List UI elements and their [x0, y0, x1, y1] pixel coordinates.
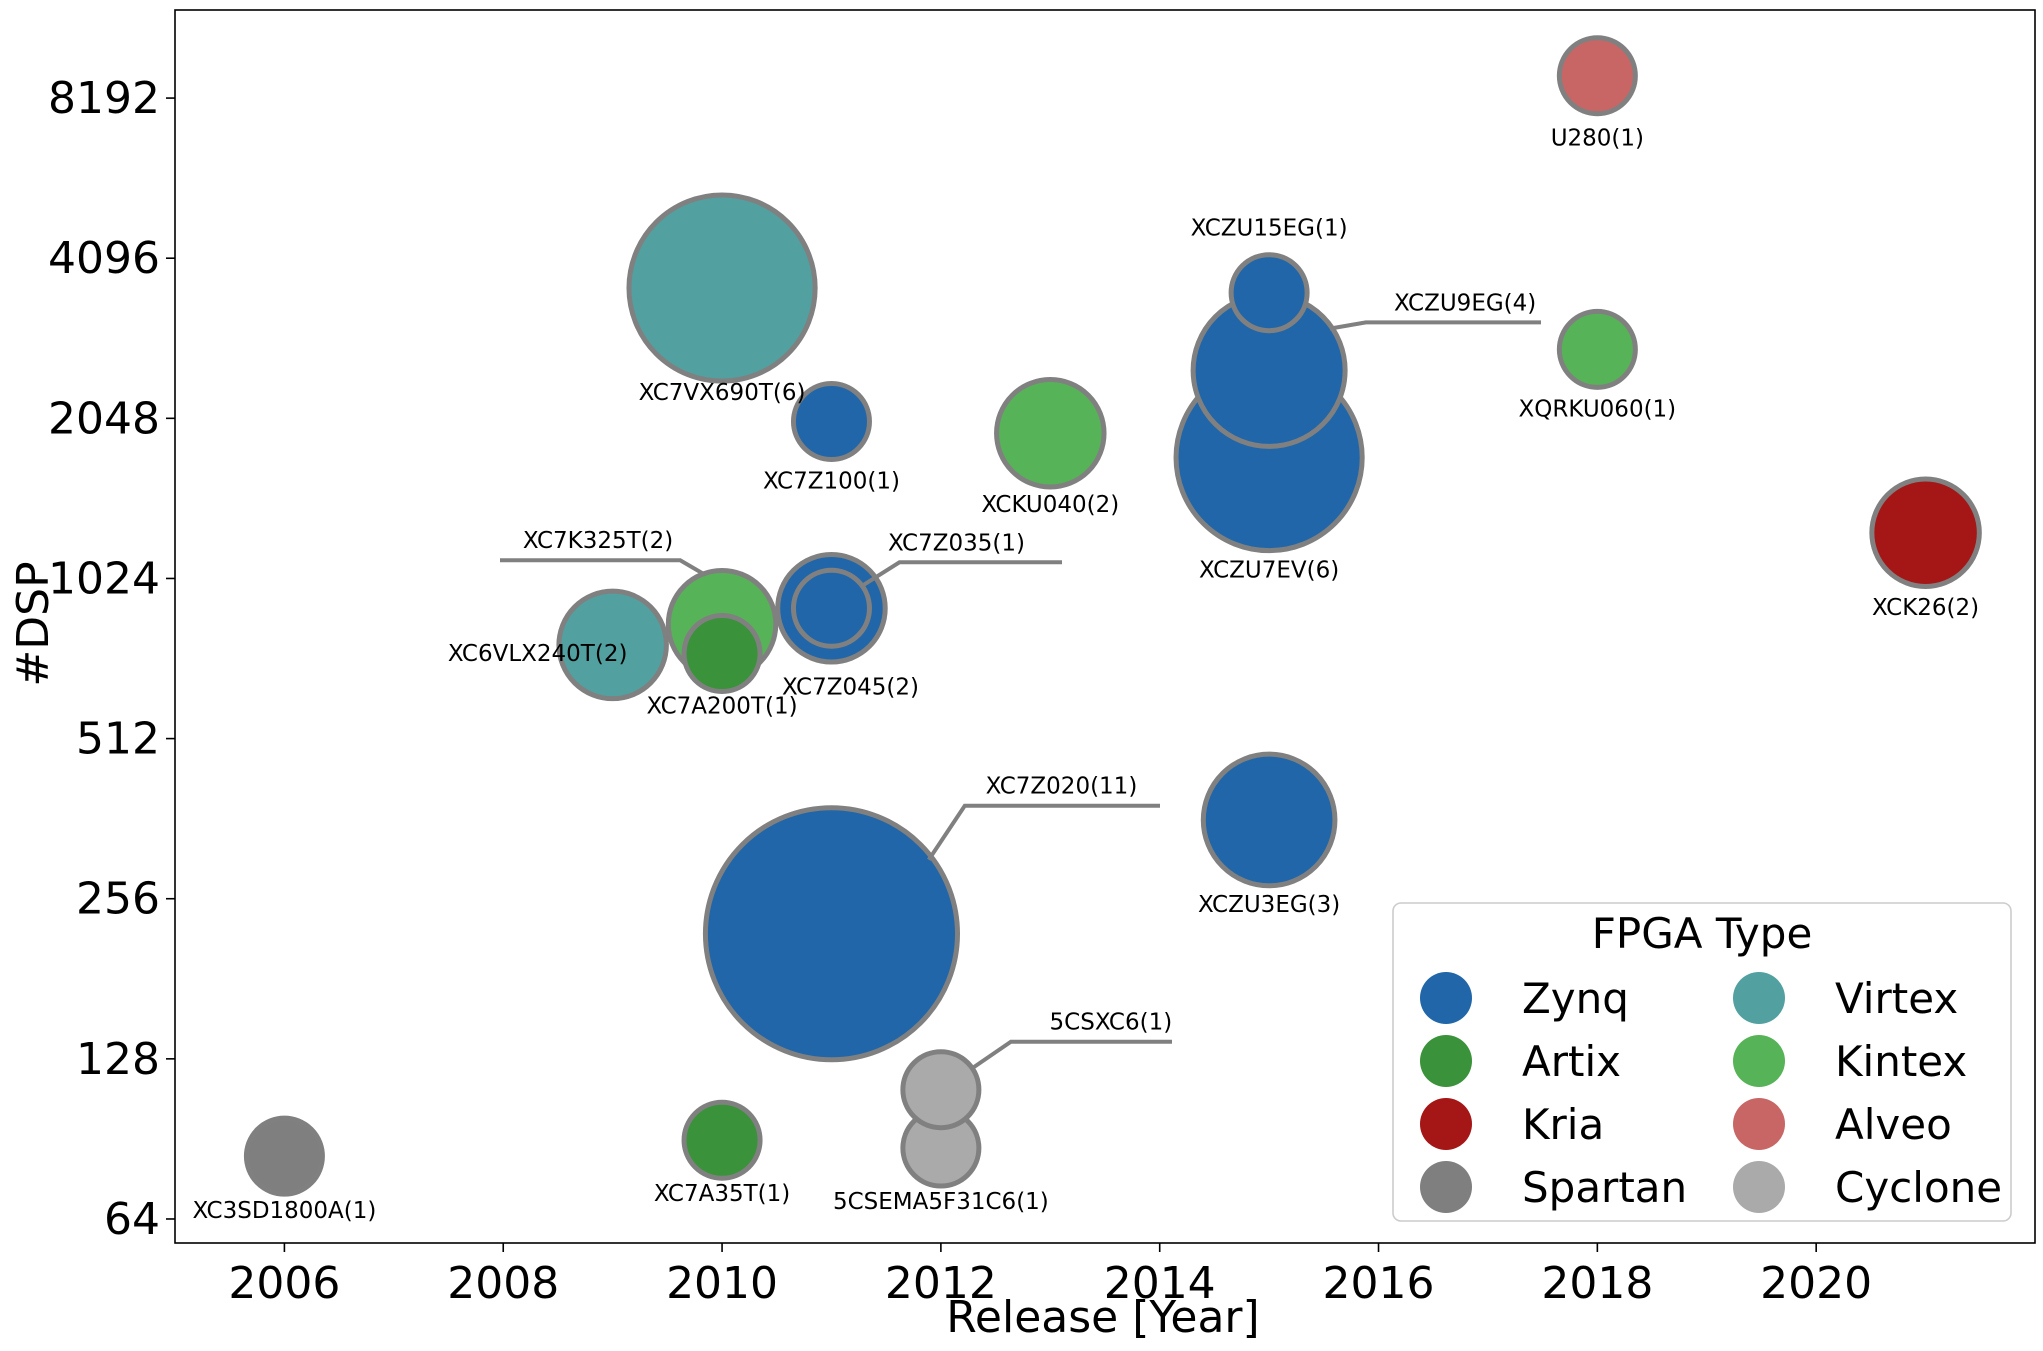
bubble-xc6vlx240t: [556, 588, 669, 702]
x-axis: 2006 2008 2010 2012 2014 2016 2018 2020: [228, 1243, 1872, 1309]
y-tick-label: 2048: [48, 393, 160, 444]
legend-label-artix: Artix: [1522, 1037, 1621, 1086]
label-5csxc6: 5CSXC6(1): [1050, 1010, 1173, 1036]
label-xqrku060: XQRKU060(1): [1519, 396, 1677, 422]
leader-line-layer: [500, 320, 1541, 1071]
x-tick-label: 2018: [1541, 1258, 1653, 1309]
legend-marker-spartan: [1420, 1161, 1472, 1213]
label-xc7z045: XC7Z045(2): [782, 674, 919, 700]
legend-marker-cyclone: [1733, 1161, 1785, 1213]
y-axis: 64 128 256 512 1024 2048 4096 8192: [48, 73, 175, 1245]
bubble-5csxc6: [900, 1049, 982, 1131]
bubble-xc7z020: [702, 805, 961, 1063]
label-xcku040: XCKU040(2): [981, 492, 1119, 518]
y-axis-title: #DSP: [8, 561, 59, 686]
bubble-xc7a35t: [681, 1099, 763, 1181]
bubble-xqrku060: [1556, 308, 1638, 390]
x-tick-label: 2014: [1104, 1258, 1216, 1309]
plot-frame: [174, 9, 2036, 1244]
point-label-layer: XC3SD1800A(1) XC7A35T(1) 5CSEMA5F31C6(1) 5C…: [192, 126, 1979, 1224]
label-xc7z035: XC7Z035(1): [888, 530, 1025, 556]
x-tick-label: 2020: [1760, 1258, 1872, 1309]
legend-label-spartan: Spartan: [1522, 1163, 1687, 1212]
bubble-xc7vx690t: [626, 192, 818, 384]
y-tick-label: 512: [76, 714, 160, 765]
label-xck26: XCK26(2): [1872, 595, 1979, 621]
y-tick-label: 64: [104, 1194, 160, 1245]
bubble-u280: [1556, 35, 1638, 117]
label-xc7a200t: XC7A200T(1): [647, 694, 798, 720]
legend-label-kintex: Kintex: [1835, 1037, 1967, 1086]
legend-marker-alveo: [1733, 1098, 1785, 1150]
legend-label-alveo: Alveo: [1835, 1100, 1952, 1149]
label-xczu9eg: XCZU9EG(4): [1394, 290, 1536, 316]
x-tick-label: 2006: [228, 1258, 340, 1309]
bubble-xc3sd1800a: [243, 1115, 325, 1197]
legend-label-kria: Kria: [1522, 1100, 1604, 1149]
legend-label-cyclone: Cyclone: [1835, 1163, 2002, 1212]
bubble-xc7z100: [790, 381, 872, 463]
bubble-xc7a200t: [681, 613, 763, 695]
label-xc7vx690t: XC7VX690T(6): [639, 380, 806, 406]
label-xczu3eg: XCZU3EG(3): [1198, 892, 1340, 918]
legend-entries: Zynq Virtex Artix Kintex Kria Alveo Spartan Cyc…: [1420, 972, 2002, 1213]
legend-frame: [1392, 902, 2012, 1222]
x-tick-label: 2008: [447, 1258, 559, 1309]
bubble-xcku040: [994, 377, 1107, 490]
bubble-xczu15eg: [1228, 252, 1310, 334]
bubble-xc7z035: [790, 567, 872, 649]
leader-line-xc7k325t: [500, 558, 707, 577]
y-tick-label: 4096: [48, 233, 160, 284]
legend-label-virtex: Virtex: [1835, 974, 1958, 1023]
y-tick-label: 128: [76, 1034, 160, 1085]
leader-line-xczu9eg: [1329, 320, 1541, 331]
x-tick-label: 2012: [885, 1258, 997, 1309]
label-5csema5f31c6: 5CSEMA5F31C6(1): [833, 1189, 1049, 1215]
y-tick-label: 8192: [48, 73, 160, 124]
label-xc7a35t: XC7A35T(1): [654, 1181, 790, 1207]
label-xc3sd1800a: XC3SD1800A(1): [192, 1198, 376, 1224]
label-xczu15eg: XCZU15EG(1): [1191, 216, 1348, 242]
label-xc7k325t: XC7K325T(2): [523, 528, 673, 554]
bubble-xck26: [1869, 476, 1982, 589]
leader-line-xc7z035: [860, 560, 1062, 589]
x-axis-title: Release [Year]: [946, 1292, 1259, 1343]
label-xc7z020: XC7Z020(11): [986, 774, 1138, 800]
label-u280: U280(1): [1551, 126, 1644, 152]
bubble-xczu3eg: [1200, 751, 1338, 889]
leader-line-xc7z020: [927, 803, 1160, 861]
y-tick-label: 1024: [48, 553, 160, 604]
leader-line-5csxc6: [970, 1039, 1172, 1071]
x-tick-label: 2016: [1323, 1258, 1435, 1309]
label-xc6vlx240t: XC6VLX240T(2): [448, 641, 628, 667]
bubble-layer: [243, 35, 1982, 1197]
legend-marker-zynq: [1420, 972, 1472, 1024]
y-tick-label: 256: [76, 874, 160, 925]
legend-title: FPGA Type: [1592, 909, 1813, 958]
legend-label-zynq: Zynq: [1522, 974, 1629, 1023]
legend: FPGA Type Zynq Virtex Artix Kintex Kria Alveo…: [1392, 902, 2012, 1222]
legend-marker-virtex: [1733, 972, 1785, 1024]
legend-marker-kria: [1420, 1098, 1472, 1150]
label-xc7z100: XC7Z100(1): [763, 469, 900, 495]
legend-marker-kintex: [1733, 1035, 1785, 1087]
legend-marker-artix: [1420, 1035, 1472, 1087]
label-xczu7ev: XCZU7EV(6): [1199, 558, 1339, 584]
x-tick-label: 2010: [666, 1258, 778, 1309]
